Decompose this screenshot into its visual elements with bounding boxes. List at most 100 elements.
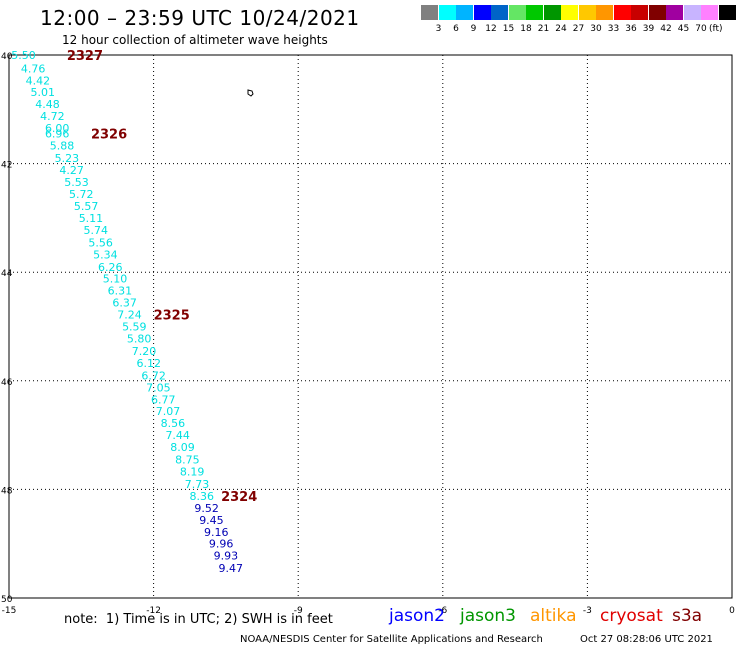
satellite-name: cryosat <box>600 606 663 626</box>
wave-height-value: 5.72 <box>69 188 94 201</box>
wave-height-value: 6.96 <box>45 128 70 141</box>
legend-label: 9 <box>470 24 477 34</box>
latitude-tick-label: 46 <box>1 378 13 388</box>
wave-height-value: 5.59 <box>122 321 147 334</box>
legend-swatch <box>438 5 456 20</box>
latitude-tick-label: 48 <box>1 486 13 496</box>
legend-label: 24 <box>555 24 567 34</box>
wave-height-value: 8.09 <box>170 441 195 454</box>
wave-height-value: 4.72 <box>40 110 65 123</box>
wave-height-value: 5.74 <box>84 224 109 237</box>
map-frame <box>8 54 733 599</box>
latitude-tick-label: 40 <box>1 52 13 62</box>
wave-height-value: 5.56 <box>88 236 113 249</box>
latitude-tick-label: 50 <box>1 595 13 605</box>
longitude-tick-label: -3 <box>583 606 592 616</box>
legend-swatch <box>578 5 596 20</box>
wave-height-value: 9.16 <box>204 526 229 539</box>
legend-swatch <box>421 5 438 20</box>
wave-height-value: 6.31 <box>108 285 133 298</box>
wave-height-value: 8.36 <box>190 490 215 503</box>
wave-height-value: 6.12 <box>137 357 162 370</box>
wave-height-value: 7.24 <box>117 309 142 322</box>
satellite-name: altika <box>530 606 577 626</box>
legend-swatch <box>683 5 701 20</box>
legend-swatch <box>718 5 736 20</box>
generation-timestamp: Oct 27 08:28:06 UTC 2021 <box>580 634 713 645</box>
wave-height-value: 5.57 <box>74 200 99 213</box>
legend-label: 33 <box>607 24 620 34</box>
latitude-tick-label: 42 <box>1 161 12 171</box>
legend-swatch <box>561 5 578 20</box>
longitude-tick-label: -15 <box>2 606 17 616</box>
map-title: 12:00 – 23:59 UTC 10/24/2021 <box>40 6 360 30</box>
pass-label: 2327 <box>67 49 103 64</box>
wave-height-value: 8.75 <box>175 454 200 467</box>
wave-height-value: 6.00 <box>45 122 70 135</box>
legend-label: 6 <box>453 24 459 34</box>
map-subtitle: 12 hour collection of altimeter wave hei… <box>62 33 328 47</box>
legend-unit: (ft) <box>709 24 723 34</box>
legend-swatch <box>613 5 631 20</box>
pass-label: 2324 <box>221 490 257 505</box>
wave-height-value: 9.45 <box>199 514 224 527</box>
legend-label: 15 <box>502 24 515 34</box>
longitude-tick-label: -9 <box>294 606 303 616</box>
legend-label: 30 <box>590 24 602 34</box>
legend-label: 3 <box>435 24 442 34</box>
wave-height-value: 5.53 <box>64 176 89 189</box>
wave-height-value: 6.72 <box>141 369 166 382</box>
wave-height-value: 6.37 <box>112 297 137 310</box>
wave-height-value: 7.07 <box>156 405 181 418</box>
wave-height-value: 7.73 <box>185 478 210 491</box>
legend-swatch <box>456 5 473 20</box>
credit-line: NOAA/NESDIS Center for Satellite Applica… <box>240 634 543 645</box>
wave-height-value: 4.27 <box>59 164 84 177</box>
pass-label: 2326 <box>91 128 127 143</box>
satellite-name: s3a <box>672 606 703 626</box>
latitude-tick-label: 44 <box>1 269 13 279</box>
wave-height-value: 9.93 <box>214 550 239 563</box>
wave-height-value: 5.34 <box>93 248 118 261</box>
legend-swatch <box>631 5 648 20</box>
wave-height-value: 9.96 <box>209 538 234 551</box>
legend-swatch <box>543 5 561 20</box>
wave-height-value: 4.76 <box>21 63 46 76</box>
satellite-name: jason2 <box>389 606 445 626</box>
legend-swatch <box>508 5 526 20</box>
legend-label: 42 <box>660 24 672 34</box>
pass-label: 2325 <box>154 309 190 324</box>
legend-label: 27 <box>572 24 585 34</box>
longitude-tick-label: -6 <box>438 606 447 616</box>
wave-height-value: 5.10 <box>103 273 128 286</box>
longitude-tick-label: -12 <box>146 606 161 616</box>
wave-height-value: 5.80 <box>127 332 152 345</box>
wave-height-value: 5.88 <box>50 140 75 153</box>
wave-height-value: 4.42 <box>26 75 51 88</box>
legend-label: 36 <box>625 24 637 34</box>
legend-swatch <box>701 5 718 20</box>
legend-swatch <box>473 5 491 20</box>
legend-swatch <box>666 5 683 20</box>
legend-swatch <box>526 5 543 20</box>
wave-height-value: 8.56 <box>161 417 186 430</box>
legend-label: 45 <box>677 24 690 34</box>
legend-swatch <box>648 5 666 20</box>
wave-height-value: 7.44 <box>165 429 190 442</box>
wave-height-value: 4.48 <box>35 98 60 111</box>
wave-height-value: 5.50 <box>11 49 36 62</box>
footer-note: note: 1) Time is in UTC; 2) SWH is in fe… <box>64 612 333 627</box>
wave-height-value: 9.52 <box>194 502 219 515</box>
legend-label: 12 <box>485 24 497 34</box>
legend-label: 21 <box>537 24 550 34</box>
legend-swatch <box>596 5 613 20</box>
satellite-name: jason3 <box>460 606 516 626</box>
longitude-tick-label: 0 <box>729 606 735 616</box>
legend-label: 39 <box>642 24 655 34</box>
wave-height-value: 6.26 <box>98 261 123 274</box>
legend-swatch <box>491 5 508 20</box>
wave-height-value: 7.05 <box>146 381 171 394</box>
wave-height-value: 5.11 <box>79 212 104 225</box>
legend-label: 70 <box>695 24 707 34</box>
